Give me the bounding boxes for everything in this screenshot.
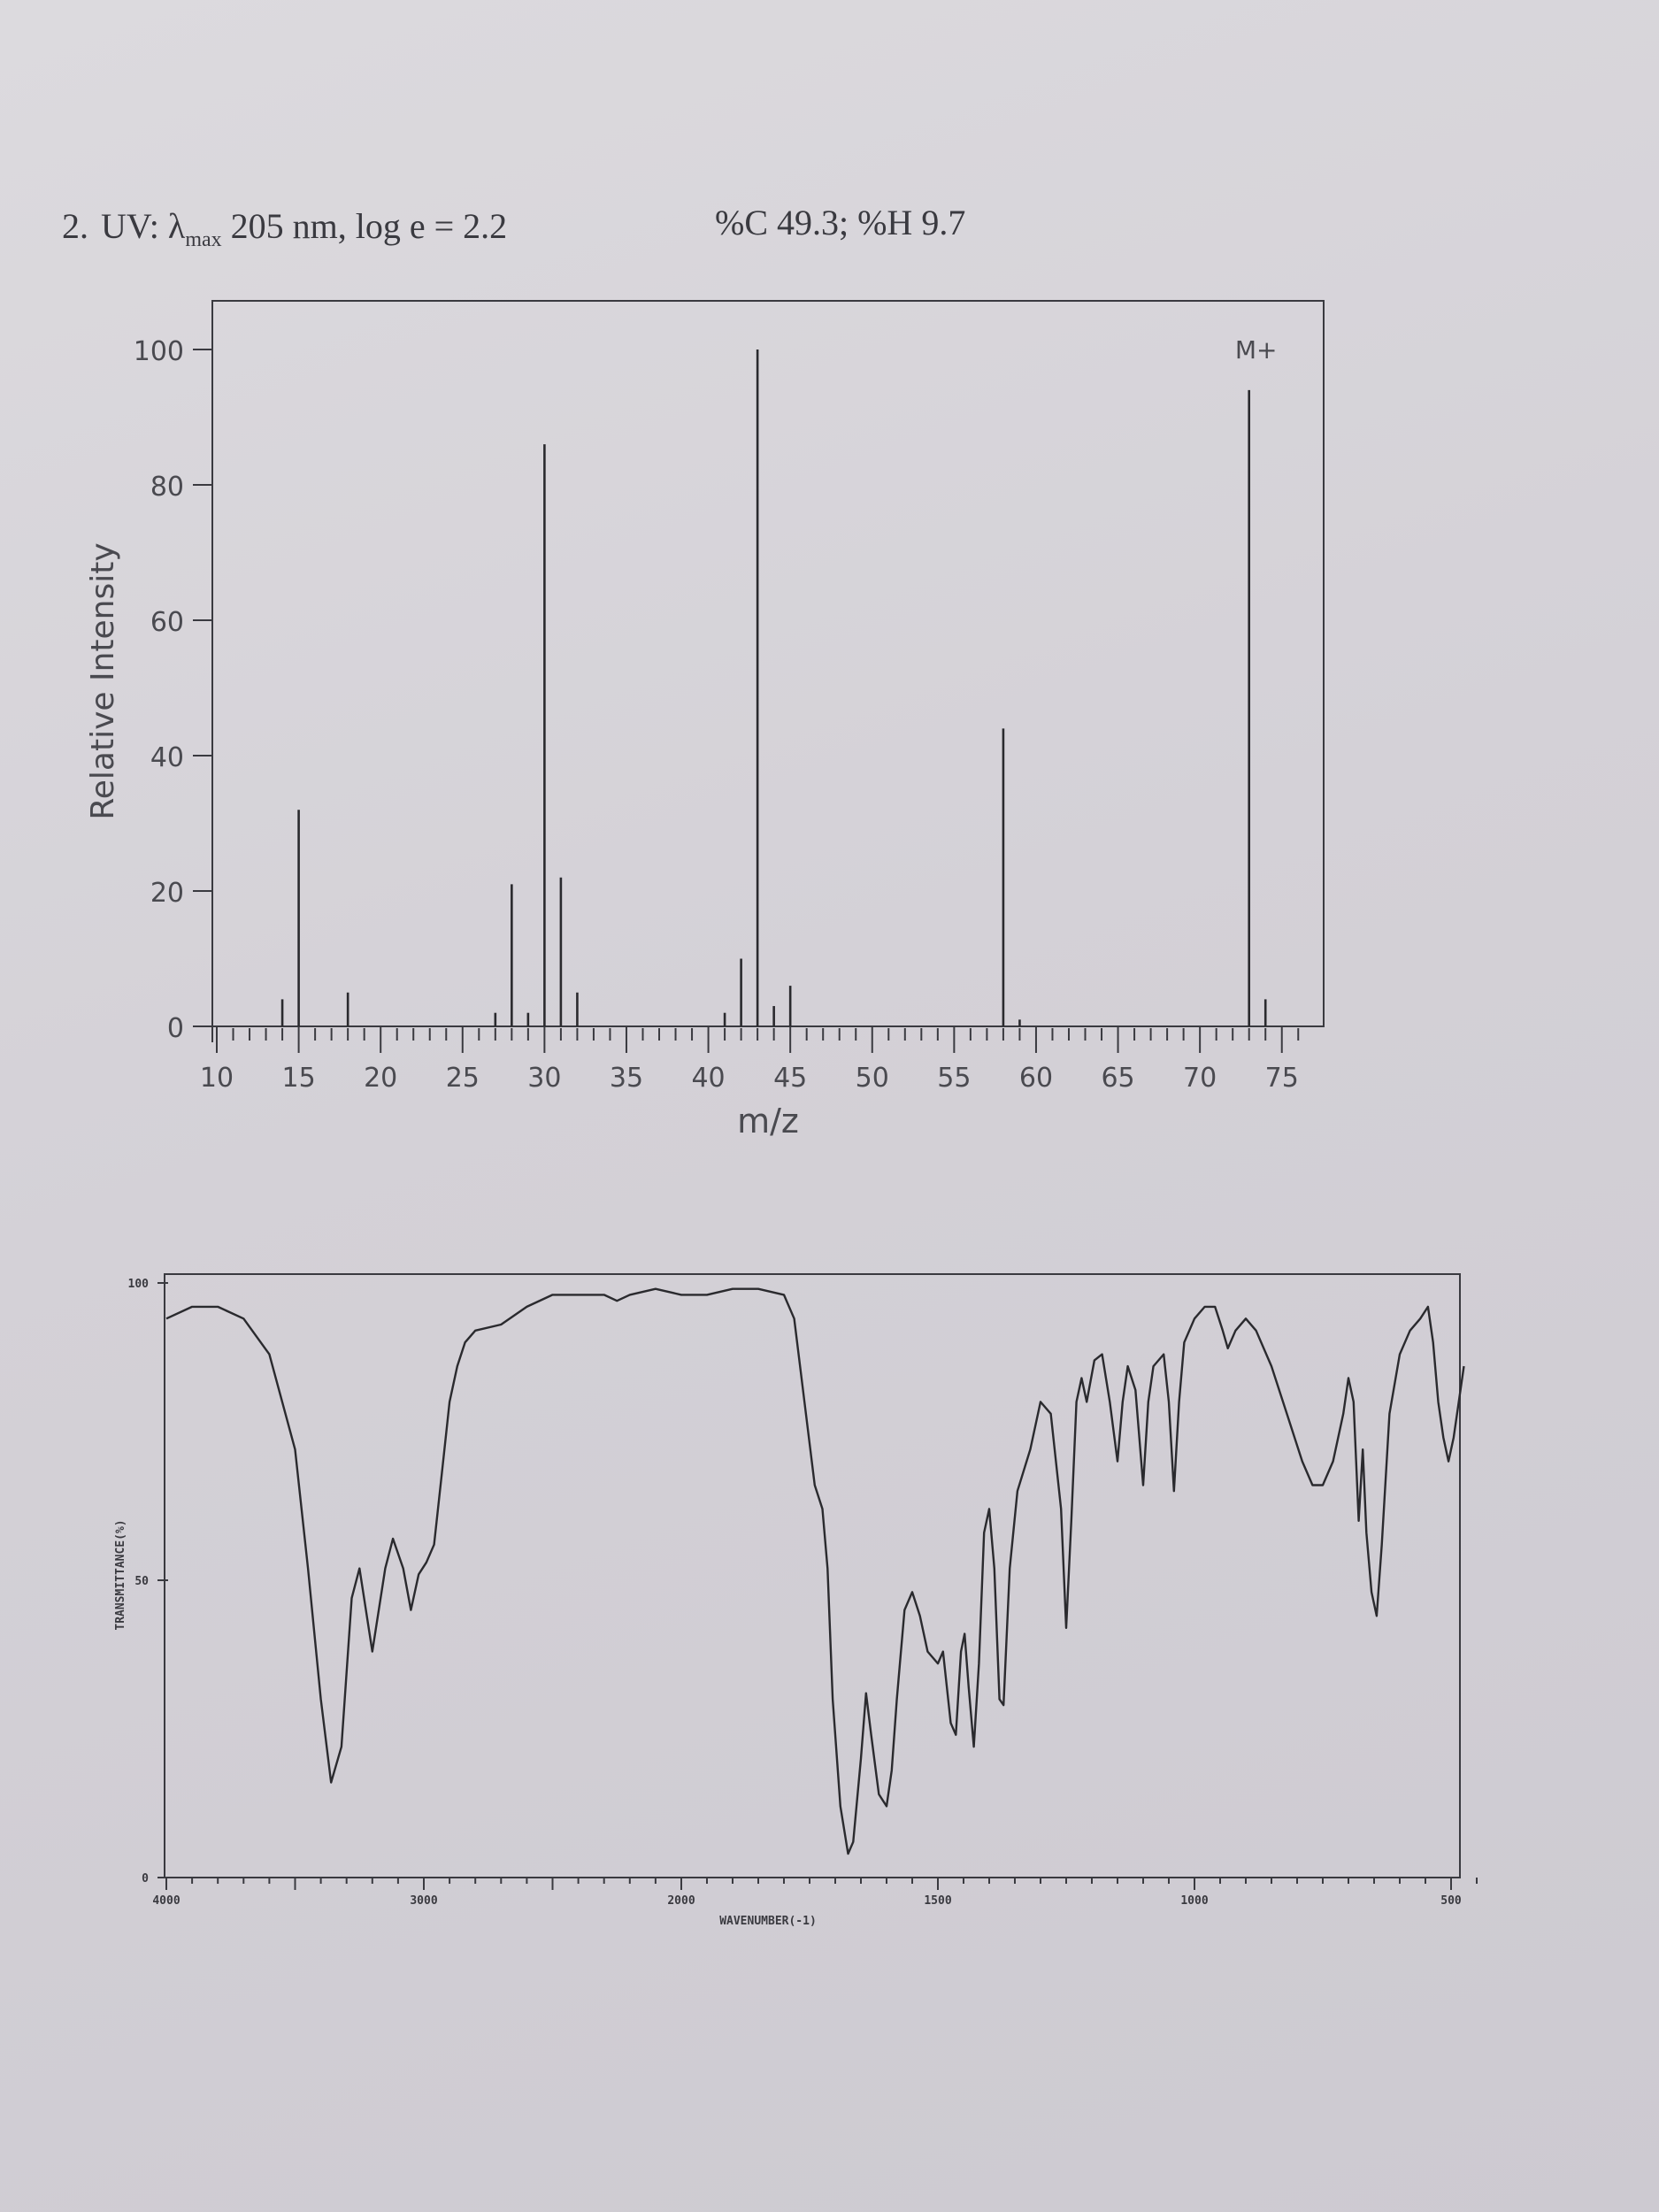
- ms-x-axis-label: m/z: [737, 1102, 799, 1141]
- ms-x-tick-label: 70: [1183, 1063, 1217, 1094]
- ms-x-tick-label: 35: [610, 1063, 643, 1094]
- ms-y-tick-label: 100: [134, 336, 184, 367]
- ir-x-tick-label: 3000: [410, 1894, 437, 1908]
- ms-x-tick-label: 55: [937, 1063, 971, 1094]
- uv-lambda-subscript: max: [185, 228, 222, 251]
- ms-y-axis-label: Relative Intensity: [85, 542, 121, 819]
- ir-x-axis-label: WAVENUMBER(-1): [719, 1915, 817, 1928]
- ir-transmittance-trace: [165, 1287, 1465, 1855]
- mass-spectrum-chart: 0 20 40 60 80 100 10 15 20 25 30 35 40 45 50 55 60 65 70 7…: [85, 300, 1325, 1141]
- question-number: 2.: [62, 206, 88, 246]
- elemental-analysis: %C 49.3; %H 9.7: [715, 203, 966, 242]
- ms-y-tick-label: 40: [150, 742, 184, 773]
- ms-x-tick-label: 50: [856, 1063, 889, 1094]
- ms-y-tick-label: 0: [167, 1013, 184, 1044]
- uv-values: 205 nm, log e = 2.2: [221, 206, 508, 246]
- ms-y-tick-label: 60: [150, 607, 184, 638]
- ir-y-tick-label: 0: [142, 1872, 149, 1886]
- ms-x-tick-label: 40: [691, 1063, 725, 1094]
- molecular-ion-label: M+: [1235, 335, 1278, 365]
- ir-x-tick-label: 1500: [924, 1894, 951, 1908]
- ir-y-tick-label: 100: [128, 1278, 150, 1291]
- ms-x-tick-label: 45: [773, 1063, 807, 1094]
- ms-x-tick-label: 25: [446, 1063, 480, 1094]
- ms-x-tick-label: 10: [200, 1063, 234, 1094]
- ir-y-tick-label: 50: [134, 1575, 149, 1588]
- ms-x-tick-label: 30: [527, 1063, 561, 1094]
- ms-y-tick-label: 80: [150, 472, 184, 503]
- ir-x-tick-label: 4000: [152, 1894, 180, 1908]
- ir-x-tick-label: 1000: [1180, 1894, 1208, 1908]
- ir-x-tick-label: 500: [1440, 1894, 1462, 1908]
- ms-x-tick-label: 60: [1019, 1063, 1053, 1094]
- ms-x-tick-label: 75: [1265, 1063, 1299, 1094]
- ir-x-tick-label: 2000: [667, 1894, 695, 1908]
- ms-x-tick-label: 20: [364, 1063, 397, 1094]
- uv-info: 2. UV: λmax 205 nm, log e = 2.2: [62, 205, 507, 252]
- ms-x-tick-label: 15: [282, 1063, 316, 1094]
- ms-x-tick-label: 65: [1101, 1063, 1134, 1094]
- uv-label: UV: λ: [101, 206, 186, 246]
- ms-y-tick-label: 20: [150, 878, 184, 909]
- ir-plot-frame: [164, 1273, 1461, 1878]
- ir-y-axis-label: TRANSMITTANCE(%): [114, 1519, 127, 1630]
